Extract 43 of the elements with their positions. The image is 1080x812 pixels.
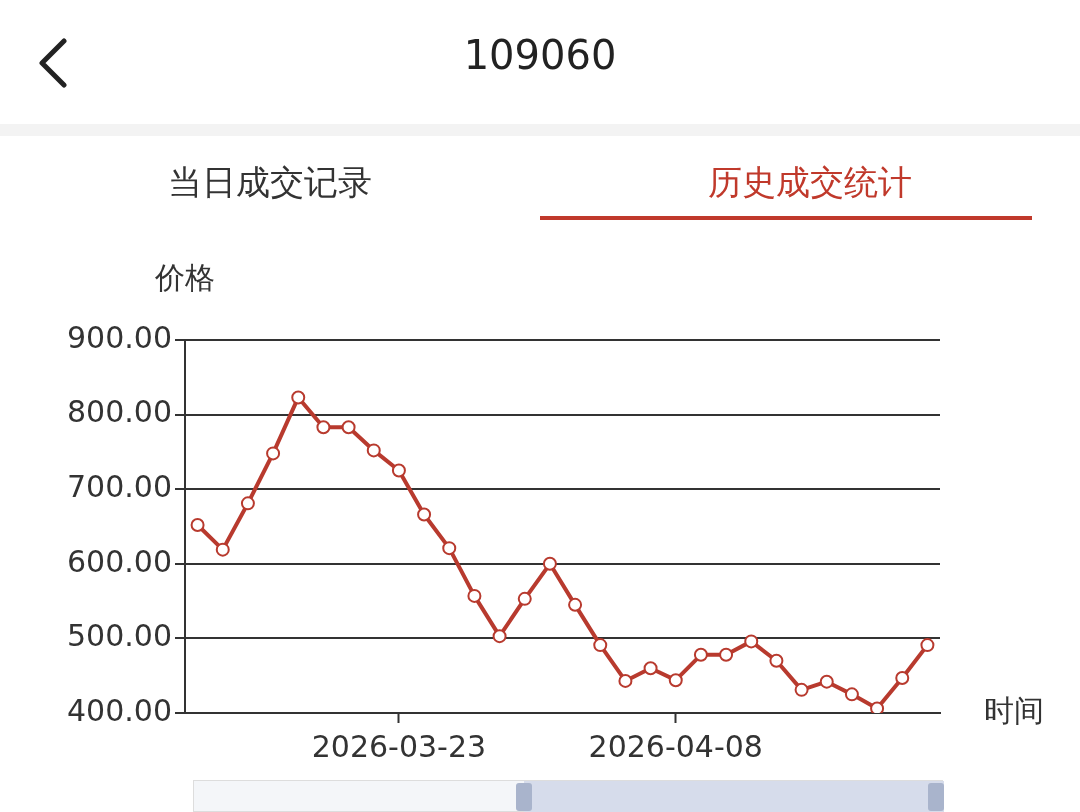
y-tick-label: 900.00	[67, 319, 172, 355]
point	[240, 496, 255, 511]
point	[568, 597, 583, 612]
x-axis-title: 时间	[984, 693, 1044, 728]
point	[769, 653, 784, 668]
point	[593, 638, 608, 653]
point	[643, 661, 658, 676]
point	[744, 634, 759, 649]
point	[794, 682, 809, 697]
text: 当日成交记录	[168, 162, 372, 202]
point	[517, 591, 532, 606]
point	[391, 463, 406, 478]
point	[266, 446, 281, 461]
x-tick-label: 2026-03-23	[311, 728, 487, 764]
point	[291, 390, 306, 405]
point	[844, 687, 859, 702]
point	[870, 701, 885, 713]
point	[366, 443, 381, 458]
point	[920, 638, 935, 653]
point	[190, 518, 205, 533]
point	[693, 647, 708, 662]
point	[618, 673, 633, 688]
y-tick-label: 600.00	[67, 543, 172, 579]
point	[895, 670, 910, 685]
text: 历史成交统计	[708, 162, 912, 202]
point	[492, 629, 507, 644]
point	[215, 542, 230, 557]
y-tick-label: 500.00	[67, 618, 172, 654]
point	[819, 674, 834, 689]
point	[719, 647, 734, 662]
y-tick-label: 800.00	[67, 394, 172, 430]
point	[442, 541, 457, 556]
point	[467, 588, 482, 603]
x-tick-label: 2026-04-08	[588, 728, 763, 764]
point	[316, 420, 331, 435]
point	[417, 507, 432, 522]
y-axis-title: 价格	[154, 260, 215, 295]
chart-title: 109060	[462, 32, 618, 78]
y-tick-label: 700.00	[67, 469, 172, 504]
point	[542, 556, 557, 571]
point	[668, 673, 683, 688]
y-tick-label: 400.00	[67, 692, 172, 728]
point	[341, 420, 356, 435]
